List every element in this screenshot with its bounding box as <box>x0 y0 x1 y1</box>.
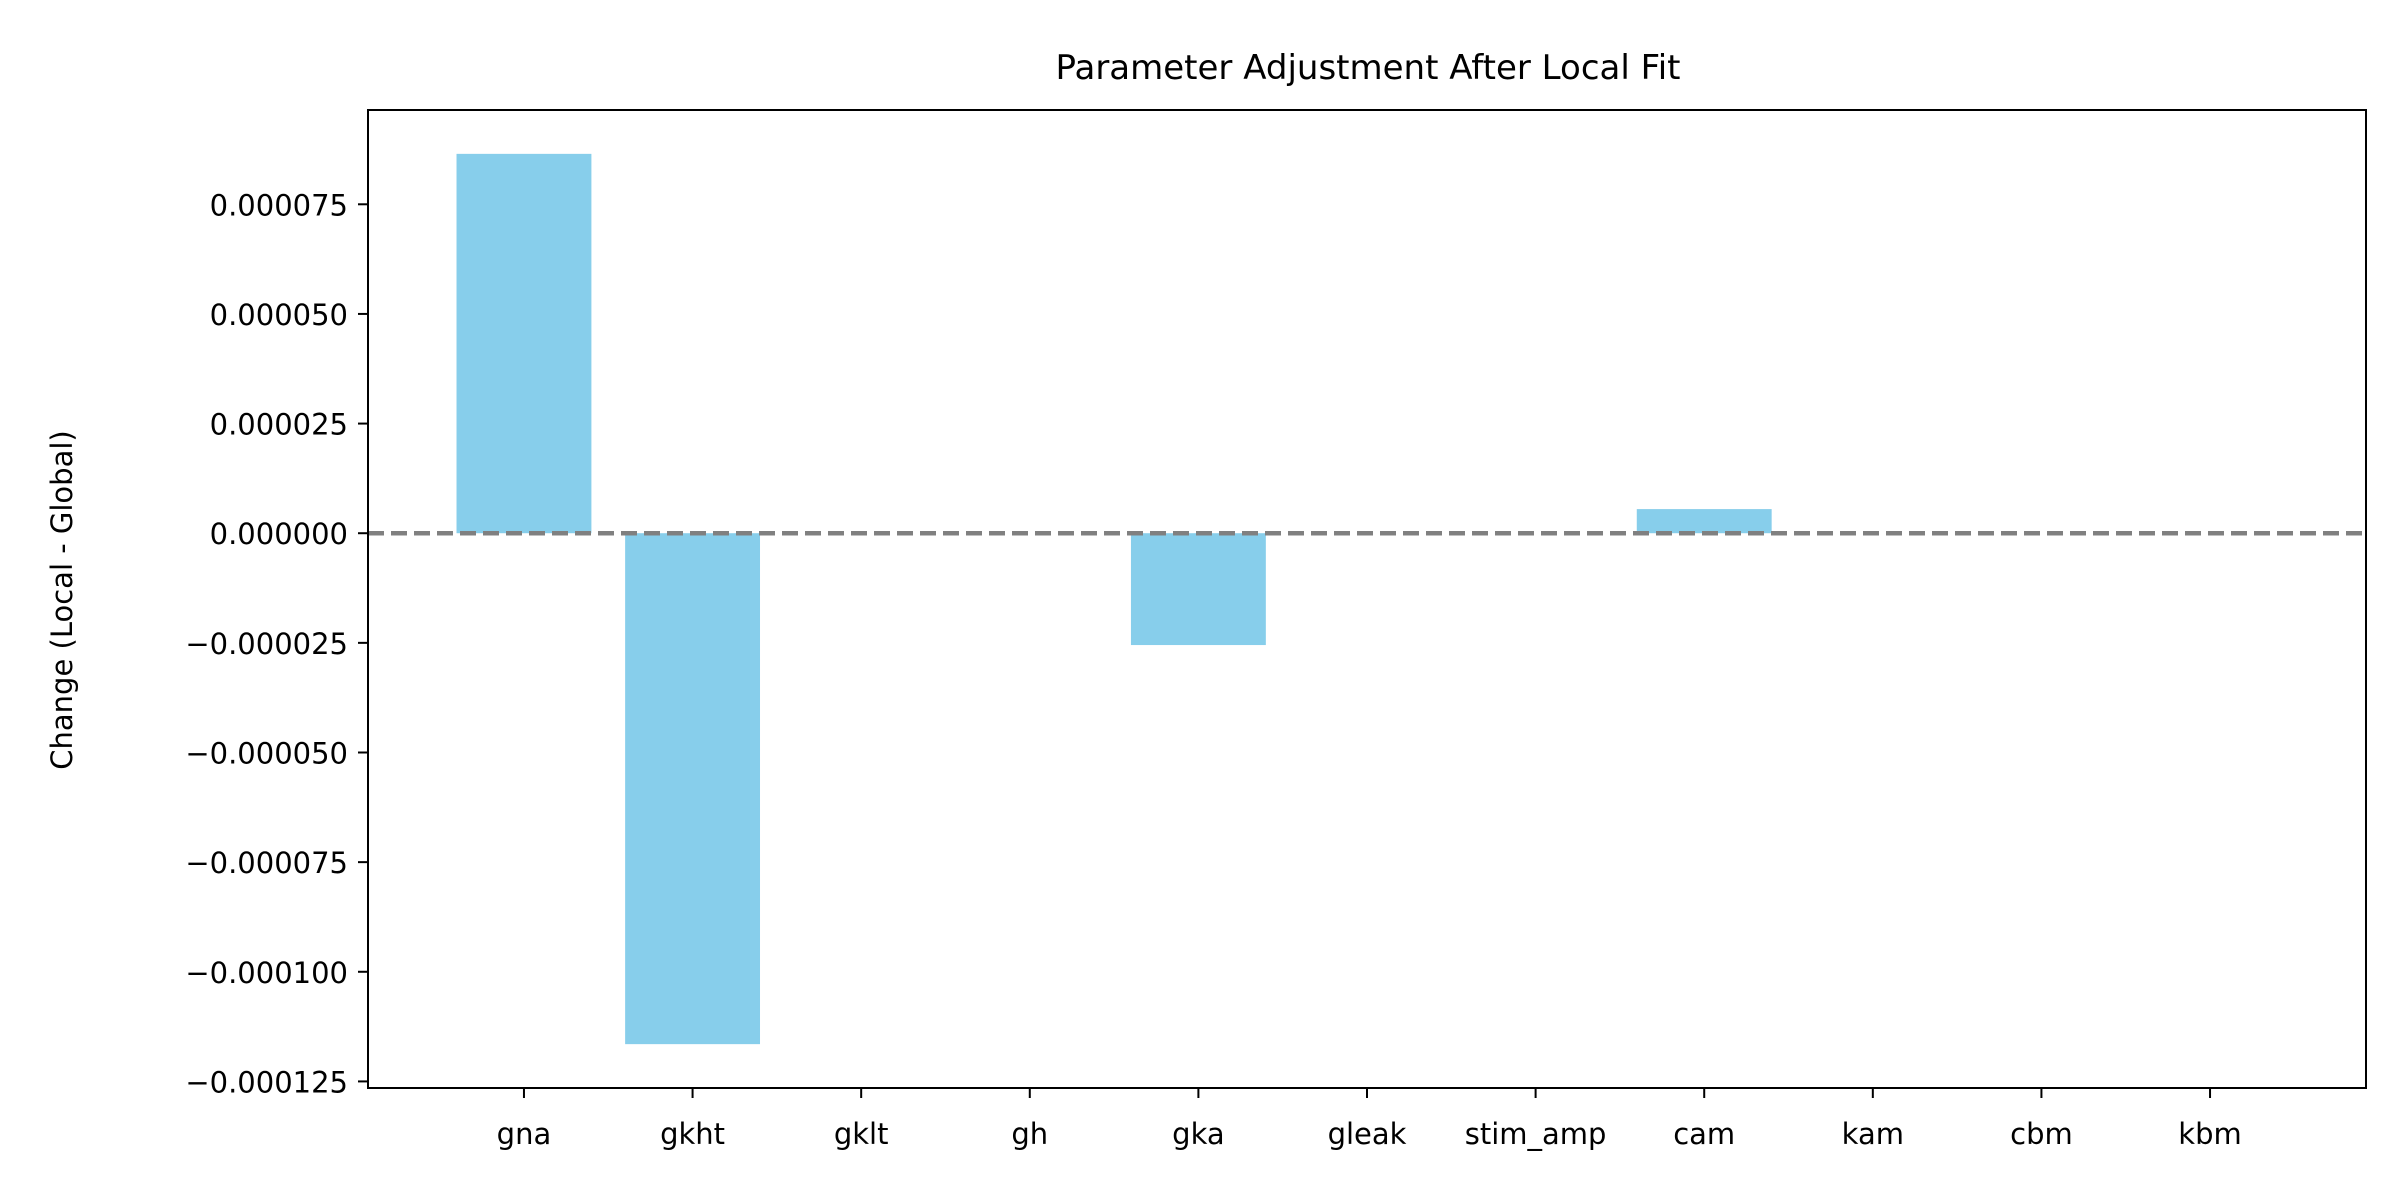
x-tick-label: gna <box>497 1117 552 1151</box>
x-tick-label: stim_amp <box>1465 1117 1607 1151</box>
y-tick-label: 0.000050 <box>210 298 348 332</box>
y-tick-label: 0.000000 <box>210 517 348 551</box>
x-tick-label: gka <box>1172 1117 1224 1151</box>
x-tick-label: kbm <box>2178 1117 2241 1151</box>
x-tick-label: cam <box>1673 1117 1735 1151</box>
x-tick-label: gleak <box>1328 1117 1407 1151</box>
y-tick-label: −0.000075 <box>185 846 348 880</box>
bar-gna <box>456 153 592 534</box>
y-tick-label: −0.000025 <box>185 627 348 661</box>
bar-cam <box>1636 509 1772 534</box>
x-tick-label: gklt <box>834 1117 889 1151</box>
bar-gka <box>1130 533 1266 646</box>
bar-gkht <box>625 533 761 1045</box>
plot-area: 0.000075 0.000050 0.000025 0.000000 −0.00002… <box>185 109 2367 1151</box>
y-tick-label: 0.000025 <box>210 408 348 442</box>
x-tick-label: gh <box>1011 1117 1048 1151</box>
x-tick-label: cbm <box>2010 1117 2073 1151</box>
y-tick-label: −0.000050 <box>185 736 348 770</box>
y-axis-label: Change (Local - Global) <box>45 430 79 769</box>
x-tick-label: gkht <box>660 1117 725 1151</box>
y-tick-label: −0.000100 <box>185 956 348 990</box>
x-tick-label: kam <box>1842 1117 1904 1151</box>
y-tick-label: −0.000125 <box>185 1065 348 1099</box>
chart-title: Parameter Adjustment After Local Fit <box>1056 48 1681 88</box>
y-tick-label: 0.000075 <box>210 188 348 222</box>
